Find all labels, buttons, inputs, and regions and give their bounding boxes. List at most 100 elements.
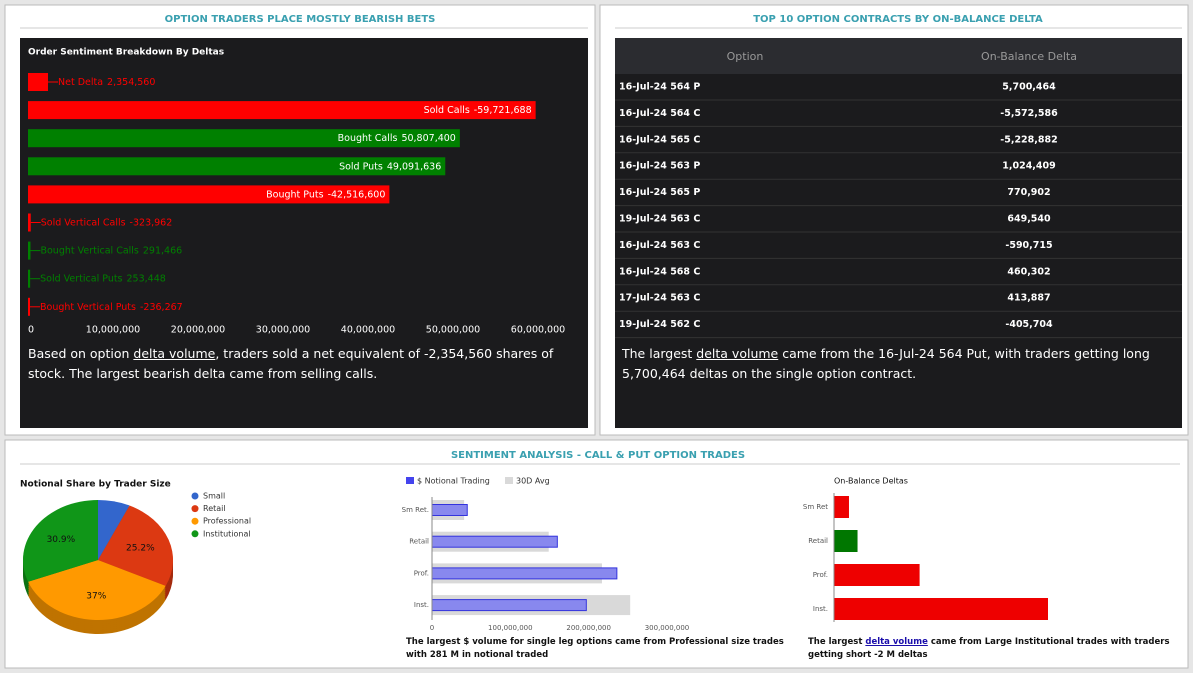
table-cell: 413,887 <box>1007 293 1050 304</box>
legend-label: Institutional <box>203 529 251 538</box>
bar <box>28 73 49 91</box>
data-label: Bought Vertical Puts -236,267 <box>40 301 183 312</box>
table-cell: 19-Jul-24 562 C <box>619 319 700 330</box>
summary-text: The largest $ volume for single leg opti… <box>406 637 784 660</box>
x-tick-label: 50,000,000 <box>426 325 480 336</box>
value-label: 2,354,560 <box>107 77 155 88</box>
summary-link: delta volume <box>696 346 779 361</box>
bar <box>834 530 858 552</box>
bar <box>28 297 31 316</box>
x-tick-label: 300,000,000 <box>645 624 690 632</box>
x-tick-label: 20,000,000 <box>171 325 225 336</box>
legend-swatch <box>191 517 199 525</box>
table-cell: 16-Jul-24 565 C <box>619 134 700 145</box>
bar <box>834 564 920 586</box>
x-tick-label: 100,000,000 <box>488 624 533 632</box>
y-tick-label: Retail <box>409 538 429 546</box>
table-cell: 16-Jul-24 563 C <box>619 240 700 251</box>
chart-title: On-Balance Deltas <box>834 477 908 486</box>
data-label: Net Delta 2,354,560 <box>58 77 155 88</box>
summary: The largest $ volume for single leg opti… <box>406 636 791 662</box>
bar <box>431 599 587 612</box>
bar <box>431 567 618 580</box>
summary-text: came from Large Institutional trades wit… <box>808 637 1170 660</box>
table-cell: 16-Jul-24 565 P <box>619 187 700 198</box>
category-label: Sold Puts <box>339 161 383 172</box>
data-label: Bought Calls 50,807,400 <box>338 133 456 144</box>
legend-swatch <box>191 530 199 538</box>
data-label: Bought Vertical Calls 291,466 <box>40 245 182 256</box>
data-label: Sold Vertical Calls -323,962 <box>41 217 173 228</box>
table-cell: 460,302 <box>1007 266 1050 277</box>
data-label: Sold Vertical Puts 253,448 <box>40 273 166 284</box>
bar <box>28 241 31 260</box>
legend-label: Professional <box>203 517 251 526</box>
table-cell: 16-Jul-24 564 P <box>619 82 700 93</box>
x-tick-label: 0 <box>430 624 434 632</box>
dark-box <box>615 38 1182 428</box>
data-label: Sold Puts 49,091,636 <box>339 161 441 172</box>
table-cell: 649,540 <box>1007 214 1051 225</box>
y-tick-label: Retail <box>808 537 828 545</box>
summary: Based on option delta volume, traders so… <box>28 344 578 384</box>
panel-heading: TOP 10 OPTION CONTRACTS BY ON-BALANCE DE… <box>753 14 1043 25</box>
table-cell: 1,024,409 <box>1002 161 1056 172</box>
category-label: Net Delta <box>58 77 103 88</box>
y-tick-label: Sm Ret <box>803 503 828 511</box>
table-header <box>615 38 1182 74</box>
summary-text: Based on option <box>28 346 134 361</box>
value-label: 49,091,636 <box>387 161 441 172</box>
y-tick-label: Inst. <box>414 601 429 609</box>
summary-text: came from the 16-Jul-24 564 Put, with tr… <box>622 346 1150 381</box>
y-tick-label: Prof. <box>813 571 828 579</box>
table-cell: -590,715 <box>1005 240 1052 251</box>
bar <box>28 101 536 120</box>
bar <box>431 504 468 516</box>
table-cell: 17-Jul-24 563 C <box>619 293 700 304</box>
x-tick-label: 60,000,000 <box>511 325 565 336</box>
summary-text: The largest <box>622 346 697 361</box>
bar <box>834 496 849 518</box>
table-cell: 5,700,464 <box>1002 82 1056 93</box>
summary: The largest delta volume came from the 1… <box>622 344 1162 384</box>
table-cell: 16-Jul-24 564 C <box>619 108 700 119</box>
data-label: Sold Calls -59,721,688 <box>424 105 532 116</box>
legend-label: $ Notional Trading <box>417 477 490 486</box>
category-label: Bought Calls <box>338 133 398 144</box>
x-tick-label: 0 <box>28 325 34 336</box>
value-label: -236,267 <box>140 301 183 312</box>
category-label: Bought Vertical Calls <box>40 245 138 256</box>
table-cell: -405,704 <box>1005 319 1053 330</box>
pie-slice <box>98 505 174 586</box>
data-label: Bought Puts -42,516,600 <box>266 189 385 200</box>
legend-swatch <box>406 477 414 484</box>
legend-label: Small <box>203 492 225 501</box>
y-tick-label: Sm Ret. <box>402 506 429 514</box>
data-label: 37% <box>86 591 106 601</box>
value-label: -59,721,688 <box>474 105 532 116</box>
value-label: 291,466 <box>143 245 182 256</box>
legend-swatch <box>191 492 199 500</box>
category-label: Bought Vertical Puts <box>40 301 136 312</box>
bar <box>28 185 390 204</box>
table-cell: -5,572,586 <box>1000 108 1058 119</box>
x-tick-label: 200,000,000 <box>566 624 611 632</box>
table-cell: 16-Jul-24 568 C <box>619 266 700 277</box>
summary-text: The largest <box>808 637 866 647</box>
legend-swatch <box>505 477 513 484</box>
x-tick-label: 10,000,000 <box>86 325 140 336</box>
chart-title: Order Sentiment Breakdown By Deltas <box>28 48 224 58</box>
summary-text: , traders sold a net equivalent of -2,35… <box>28 346 554 381</box>
bar <box>28 129 460 148</box>
legend-label: 30D Avg <box>516 477 550 486</box>
panel-heading: OPTION TRADERS PLACE MOSTLY BEARISH BETS <box>165 14 436 25</box>
bar <box>834 598 1048 620</box>
table-cell: 19-Jul-24 563 C <box>619 214 700 225</box>
bar <box>28 157 446 176</box>
x-tick-label: 40,000,000 <box>341 325 395 336</box>
bar <box>28 213 31 232</box>
y-tick-label: Inst. <box>813 605 828 613</box>
value-label: 253,448 <box>127 273 166 284</box>
